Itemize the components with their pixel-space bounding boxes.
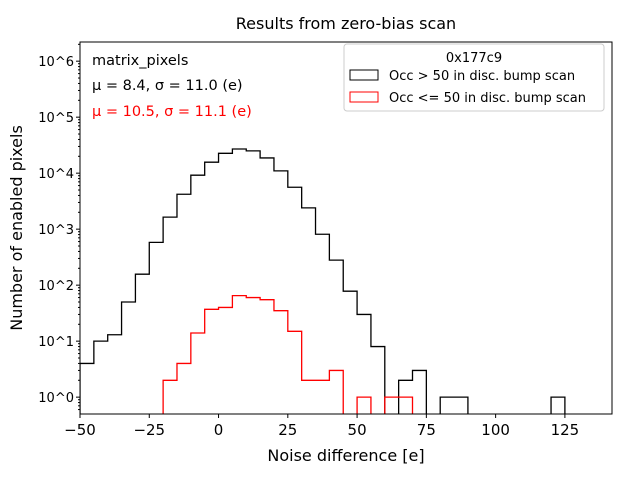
- legend-title: 0x177c9: [446, 51, 502, 66]
- y-tick-label: 10^3: [38, 223, 74, 238]
- histogram-step-0: [80, 148, 566, 414]
- legend-entry-black: Occ > 50 in disc. bump scan: [389, 69, 575, 84]
- histogram-bin: [205, 309, 219, 414]
- x-tick-label: 125: [551, 421, 580, 439]
- histogram-bin: [122, 302, 136, 414]
- histogram-bin: [219, 307, 233, 414]
- histogram-bin: [232, 296, 246, 414]
- histogram-bin: [177, 363, 191, 414]
- histogram-bin: [316, 380, 330, 414]
- histogram-bin: [385, 397, 399, 414]
- x-tick-label: 100: [481, 421, 510, 439]
- x-tick-label: 25: [278, 421, 297, 439]
- histogram-bin: [80, 363, 94, 414]
- histogram-bin: [288, 331, 302, 414]
- y-tick-label: 10^0: [38, 391, 74, 406]
- histogram-bin: [274, 311, 288, 414]
- x-tick-label: −25: [133, 421, 165, 439]
- y-tick-label: 10^5: [38, 111, 74, 126]
- histogram-bin: [302, 380, 316, 414]
- histogram-bin: [191, 333, 205, 414]
- legend-swatch-black: [349, 69, 379, 81]
- histogram-bin: [163, 380, 177, 414]
- histogram-bin: [399, 397, 413, 414]
- histogram-bin: [135, 274, 149, 414]
- plot-frame: [79, 41, 613, 415]
- histogram-bin: [413, 370, 427, 414]
- y-tick-label: 10^2: [38, 279, 74, 294]
- histogram-bin: [108, 335, 122, 414]
- y-tick-label: 10^4: [38, 167, 74, 182]
- histogram-bin: [440, 397, 454, 414]
- legend-swatch-red: [349, 91, 379, 103]
- histogram-bin: [551, 397, 565, 414]
- histogram-bin: [371, 347, 385, 414]
- legend: 0x177c9 Occ > 50 in disc. bump scan Occ …: [343, 43, 605, 112]
- annotation-label: matrix_pixels: [92, 53, 188, 69]
- histogram-bin: [149, 242, 163, 414]
- histogram-bin: [260, 300, 274, 414]
- histogram-bin: [454, 397, 468, 414]
- x-tick-label: 0: [214, 421, 224, 439]
- histogram-bin: [94, 341, 108, 414]
- x-tick-label: 75: [417, 421, 436, 439]
- annotation-red-stats: μ = 10.5, σ = 11.1 (e): [92, 104, 252, 120]
- legend-entry-red: Occ <= 50 in disc. bump scan: [389, 91, 586, 106]
- annotation-black-stats: μ = 8.4, σ = 11.0 (e): [92, 78, 243, 94]
- x-tick-label: −50: [64, 421, 96, 439]
- histogram-step-1: [162, 294, 414, 414]
- x-tick-label: 50: [348, 421, 367, 439]
- y-tick-label: 10^6: [38, 55, 74, 70]
- histogram-bin: [329, 370, 343, 414]
- chart-title: Results from zero-bias scan: [236, 14, 456, 33]
- y-tick-label: 10^1: [38, 335, 74, 350]
- histogram-bin: [343, 291, 357, 414]
- x-axis-label: Noise difference [e]: [267, 446, 424, 465]
- histogram-bin: [357, 397, 371, 414]
- y-axis-label: Number of enabled pixels: [7, 125, 26, 331]
- histogram-bin: [246, 298, 260, 414]
